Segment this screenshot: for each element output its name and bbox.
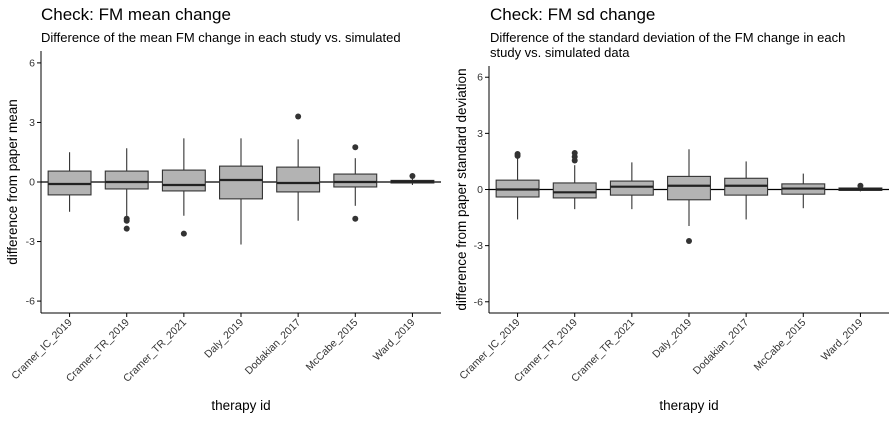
boxplot-group (219, 138, 263, 245)
chart-subtitle-line: Difference of the standard deviation of … (490, 30, 845, 45)
chart-title: Check: FM sd change (490, 5, 655, 24)
chart-subtitle-line: Difference of the mean FM change in each… (41, 30, 401, 45)
chart-title: Check: FM mean change (41, 5, 231, 24)
x-tick-label: Daly_2019 (202, 317, 246, 361)
x-tick-label: Dodakian_2017 (691, 317, 752, 378)
boxplot-group (609, 162, 654, 210)
box-iqr (276, 166, 321, 193)
x-tick-label: Cramer_TR_2021 (569, 317, 637, 385)
boxplot-group (276, 113, 321, 221)
y-tick-label: 3 (29, 117, 35, 129)
y-tick-label: 6 (29, 57, 35, 69)
x-tick-label: Daly_2019 (650, 317, 694, 361)
outlier-point (352, 215, 359, 222)
y-tick-label: -6 (474, 296, 483, 308)
outlier-point (123, 217, 130, 224)
boxplot-group (495, 150, 540, 220)
box-iqr (552, 182, 597, 199)
box-iqr (667, 175, 711, 201)
outlier-point (409, 173, 416, 180)
outlier-point (857, 182, 864, 189)
x-tick-label: Cramer_IC_2019 (457, 317, 523, 383)
boxplot-group (333, 144, 378, 222)
x-tick-label: McCabe_2015 (752, 317, 809, 374)
x-tick-label: Ward_2019 (371, 317, 418, 364)
boxplot-group (47, 152, 92, 212)
box-iqr (161, 169, 206, 192)
x-tick-label: Dodakian_2017 (243, 317, 304, 378)
boxplot-group (781, 173, 826, 209)
y-tick-label: -6 (26, 296, 35, 308)
boxplot-group (161, 138, 206, 237)
x-tick-label: Cramer_TR_2021 (121, 317, 189, 385)
boxplot-group (390, 173, 435, 185)
boxplot-group (552, 150, 597, 210)
outlier-point (180, 230, 187, 237)
outlier-point (352, 144, 359, 151)
x-tick-label: Cramer_IC_2019 (9, 317, 75, 383)
y-tick-label: -3 (26, 236, 35, 248)
y-tick-label: 3 (477, 128, 483, 140)
boxplot-group (667, 149, 711, 244)
y-tick-label: 0 (29, 177, 35, 189)
x-axis-title: therapy id (211, 398, 270, 413)
y-axis-title: difference from paper standard deviation (454, 68, 469, 310)
chart-subtitle-line: study vs. simulated data (490, 45, 630, 60)
outlier-point (686, 237, 692, 244)
box-iqr (609, 180, 654, 196)
box-iqr (219, 165, 263, 200)
boxplot-group (104, 148, 149, 232)
box-iqr (104, 170, 149, 190)
y-tick-label: -3 (474, 240, 483, 252)
boxplot-group (838, 182, 883, 192)
panel-fm-sd-change: Check: FM sd change Difference of the sta… (454, 5, 889, 413)
boxplot-group (724, 161, 769, 220)
box-iqr (333, 173, 378, 188)
outlier-point (123, 225, 130, 232)
panel-fm-mean-change: Check: FM mean change Difference of the m… (5, 5, 441, 413)
outlier-point (514, 152, 521, 159)
x-tick-label: McCabe_2015 (304, 317, 361, 374)
y-tick-label: 6 (477, 72, 483, 84)
x-axis-title: therapy id (659, 398, 718, 413)
outlier-point (571, 157, 578, 164)
x-tick-label: Ward_2019 (819, 317, 866, 364)
outlier-point (295, 113, 302, 120)
y-tick-label: 0 (477, 184, 483, 196)
y-axis-title: difference from paper mean (5, 99, 20, 265)
